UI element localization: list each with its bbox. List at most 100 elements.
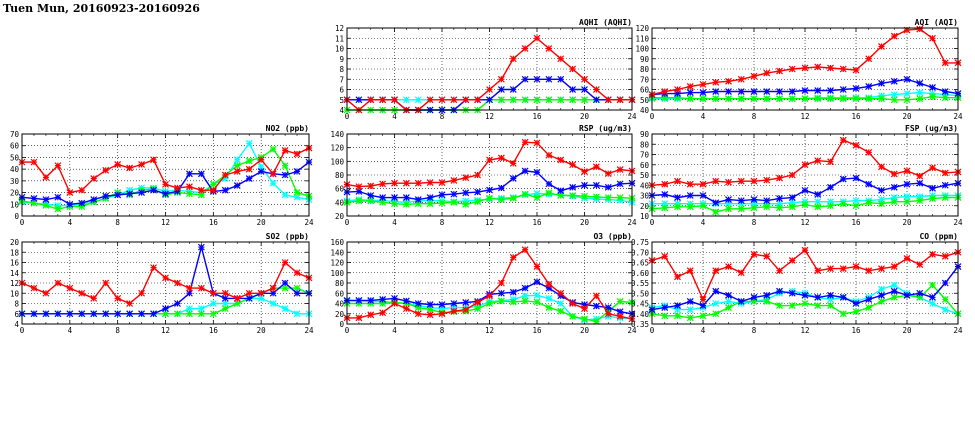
y-tick-label: 4	[14, 320, 19, 329]
x-tick-label: 20	[257, 326, 267, 335]
x-tick-label: 20	[580, 326, 590, 335]
chart-title: AQI (AQI)	[915, 18, 958, 27]
y-tick-label: 40	[10, 165, 20, 174]
x-tick-label: 12	[485, 218, 494, 227]
y-tick-label: 60	[640, 86, 650, 95]
x-tick-label: 16	[851, 112, 861, 121]
y-tick-label: 0	[339, 320, 344, 329]
y-tick-label: 8	[339, 65, 344, 74]
x-tick-label: 16	[209, 218, 219, 227]
x-tick-label: 12	[161, 326, 170, 335]
y-tick-label: 10	[10, 200, 20, 209]
y-tick-label: 70	[640, 75, 650, 84]
y-tick-label: 20	[640, 202, 650, 211]
y-tick-label: 16	[10, 259, 20, 268]
x-tick-label: 4	[701, 326, 706, 335]
x-tick-label: 12	[485, 326, 494, 335]
plot-frame	[346, 27, 633, 111]
x-tick-label: 0	[650, 326, 655, 335]
plot-frame	[346, 133, 633, 217]
y-tick-label: 120	[635, 24, 649, 33]
y-tick-label: 60	[335, 185, 345, 194]
y-tick-label: 12	[335, 24, 344, 33]
chart-title: RSP (ug/m3)	[579, 124, 632, 133]
x-tick-label: 8	[115, 218, 120, 227]
y-tick-label: 50	[10, 153, 20, 162]
x-tick-label: 8	[752, 218, 757, 227]
y-tick-label: 0.70	[631, 248, 650, 257]
y-tick-label: 20	[10, 189, 20, 198]
x-tick-label: 12	[800, 218, 809, 227]
x-tick-label: 0	[345, 112, 350, 121]
y-tick-label: 30	[640, 192, 650, 201]
x-tick-label: 24	[627, 218, 637, 227]
y-tick-label: 4	[339, 106, 344, 115]
y-tick-label: 0.60	[631, 269, 650, 278]
y-tick-label: 80	[640, 140, 650, 149]
y-tick-label: 0.35	[631, 320, 649, 329]
x-tick-label: 24	[953, 218, 963, 227]
y-tick-label: 6	[14, 310, 19, 319]
y-tick-label: 90	[640, 130, 650, 139]
x-tick-label: 4	[392, 112, 397, 121]
x-tick-label: 0	[345, 326, 350, 335]
y-tick-label: 10	[640, 212, 650, 221]
y-tick-label: 140	[330, 130, 344, 139]
plot-frame	[21, 241, 310, 325]
y-tick-label: 120	[330, 144, 344, 153]
plot-frame	[651, 241, 959, 325]
chart-title: NO2 (ppb)	[266, 124, 309, 133]
y-tick-label: 30	[10, 177, 20, 186]
series-group	[343, 138, 636, 208]
y-tick-label: 0.55	[631, 279, 649, 288]
y-tick-label: 6	[339, 86, 344, 95]
y-tick-label: 100	[330, 157, 344, 166]
y-tick-label: 140	[330, 248, 344, 257]
y-tick-label: 160	[330, 238, 344, 247]
y-tick-label: 9	[339, 55, 344, 64]
x-tick-label: 4	[392, 326, 397, 335]
x-tick-label: 16	[209, 326, 219, 335]
y-tick-label: 10	[335, 45, 345, 54]
y-tick-label: 0.45	[631, 300, 649, 309]
y-tick-label: 40	[335, 300, 345, 309]
x-tick-label: 24	[627, 112, 637, 121]
y-tick-label: 90	[640, 55, 650, 64]
y-tick-label: 40	[640, 106, 650, 115]
x-tick-label: 0	[650, 218, 655, 227]
x-tick-label: 12	[485, 112, 494, 121]
x-tick-label: 24	[627, 326, 637, 335]
x-tick-label: 12	[800, 326, 809, 335]
chart-title: AQHI (AQHI)	[579, 18, 632, 27]
y-tick-label: 110	[635, 34, 649, 43]
plot-frame	[651, 27, 959, 111]
x-tick-label: 4	[392, 218, 397, 227]
y-tick-label: 60	[10, 142, 20, 151]
y-tick-label: 0.40	[631, 310, 650, 319]
y-tick-label: 20	[335, 212, 345, 221]
y-tick-label: 0.50	[631, 289, 650, 298]
y-tick-label: 100	[635, 45, 649, 54]
y-tick-label: 70	[10, 130, 20, 139]
x-tick-label: 24	[304, 326, 314, 335]
x-tick-label: 8	[440, 218, 445, 227]
y-tick-label: 0.75	[631, 238, 649, 247]
x-tick-label: 4	[701, 112, 706, 121]
x-tick-label: 8	[440, 112, 445, 121]
plot-frame	[21, 133, 310, 217]
x-tick-label: 20	[580, 112, 590, 121]
y-tick-label: 60	[640, 161, 650, 170]
y-tick-label: 12	[10, 279, 19, 288]
chart-title: FSP (ug/m3)	[905, 124, 958, 133]
x-tick-label: 0	[20, 326, 25, 335]
y-tick-label: 80	[335, 171, 345, 180]
x-tick-label: 20	[257, 218, 267, 227]
series-group	[18, 243, 313, 318]
y-tick-label: 100	[330, 269, 344, 278]
x-tick-label: 20	[902, 326, 912, 335]
